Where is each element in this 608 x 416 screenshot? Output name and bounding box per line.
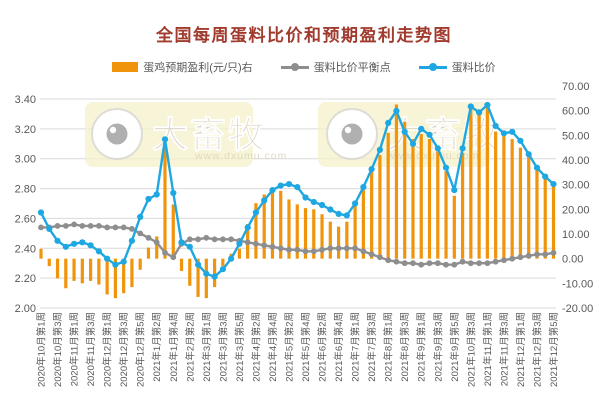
- svg-text:40.00: 40.00: [562, 155, 590, 167]
- svg-text:2021年1月第2周: 2021年1月第2周: [151, 312, 163, 382]
- svg-text:2021年4月第2周: 2021年4月第2周: [250, 312, 262, 382]
- svg-text:3.40: 3.40: [15, 94, 36, 106]
- svg-text:2021年12月第5周: 2021年12月第5周: [548, 312, 560, 387]
- svg-text:2020年12月第5周: 2020年12月第5周: [135, 312, 147, 387]
- svg-text:2.80: 2.80: [15, 184, 36, 196]
- svg-text:2021年3月第5周: 2021年3月第5周: [234, 312, 246, 382]
- svg-text:0.00: 0.00: [562, 254, 583, 266]
- svg-text:2021年12月第3周: 2021年12月第3周: [531, 312, 543, 387]
- svg-text:2021年10月第3周: 2021年10月第3周: [465, 312, 477, 387]
- svg-text:2.00: 2.00: [15, 303, 36, 315]
- svg-text:2021年7月第3周: 2021年7月第3周: [366, 312, 378, 382]
- svg-text:2021年3月第3周: 2021年3月第3周: [217, 312, 229, 382]
- svg-text:2021年9月第3周: 2021年9月第3周: [432, 312, 444, 382]
- chart-legend: 蛋鸡预期盈利(元/只)右 蛋料比价平衡点 蛋料比价: [0, 59, 608, 75]
- svg-text:大畜牧: 大畜牧: [152, 114, 266, 155]
- balance-line-series: [38, 221, 557, 268]
- svg-text:2.60: 2.60: [15, 213, 36, 225]
- svg-text:2020年12月第3周: 2020年12月第3周: [118, 312, 130, 387]
- svg-text:3.20: 3.20: [15, 124, 36, 136]
- y-axis-left-labels: 3.40 3.20 3.00 2.80 2.60 2.40 2.20 2.00: [15, 94, 36, 315]
- legend-label-balance: 蛋料比价平衡点: [313, 62, 391, 74]
- svg-text:2021年4月第4周: 2021年4月第4周: [267, 312, 279, 382]
- svg-text:2021年9月第1周: 2021年9月第1周: [416, 312, 428, 382]
- svg-text:2021年1月第4周: 2021年1月第4周: [168, 312, 180, 382]
- svg-text:2.40: 2.40: [15, 243, 36, 255]
- svg-text:2021年8月第1周: 2021年8月第1周: [383, 312, 395, 382]
- svg-text:2021年7月第1周: 2021年7月第1周: [350, 312, 362, 382]
- legend-label-profit: 蛋鸡预期盈利(元/只)右: [143, 62, 253, 74]
- svg-text:30.00: 30.00: [562, 180, 590, 192]
- svg-text:2021年11月第1周: 2021年11月第1周: [482, 312, 494, 386]
- svg-text:2020年11月第3周: 2020年11月第3周: [85, 312, 97, 386]
- svg-text:70.00: 70.00: [562, 81, 590, 93]
- svg-text:-10.00: -10.00: [562, 278, 593, 290]
- svg-text:2021年9月第5周: 2021年9月第5周: [449, 312, 461, 382]
- svg-text:2020年11月第1周: 2020年11月第1周: [69, 312, 81, 386]
- svg-text:2021年2月第2周: 2021年2月第2周: [184, 312, 196, 382]
- line-dot-swatch-icon: [280, 63, 309, 71]
- svg-text:www.dxumu.com: www.dxumu.com: [386, 150, 479, 162]
- chart-title: 全国每周蛋料比价和预期盈利走势图: [156, 26, 452, 45]
- svg-text:10.00: 10.00: [562, 229, 590, 241]
- line-dot-swatch-icon: [418, 63, 447, 71]
- svg-text:-20.00: -20.00: [562, 303, 593, 315]
- legend-item-balance: 蛋料比价平衡点: [280, 59, 391, 75]
- svg-text:2020年12月第1周: 2020年12月第1周: [102, 312, 114, 387]
- profit-bars-series: [39, 104, 556, 299]
- svg-text:2.20: 2.20: [15, 273, 36, 285]
- x-axis-labels: 2020年10月第1周 2020年10月第3周 2020年11月第1周 2020年11…: [36, 312, 561, 387]
- svg-text:2020年10月第1周: 2020年10月第1周: [36, 312, 48, 387]
- svg-text:2021年11月第3周: 2021年11月第3周: [498, 312, 510, 386]
- bar-swatch-icon: [112, 62, 139, 72]
- svg-text:2021年12月第1周: 2021年12月第1周: [515, 312, 527, 387]
- svg-text:50.00: 50.00: [562, 130, 590, 142]
- svg-text:2021年6月第2周: 2021年6月第2周: [317, 312, 329, 382]
- svg-text:2021年8月第3周: 2021年8月第3周: [399, 312, 411, 382]
- y-axis-right-labels: 70.00 60.00 50.00 40.00 30.00 20.00 10.00 0.00 -…: [562, 81, 593, 315]
- legend-item-profit: 蛋鸡预期盈利(元/只)右: [112, 59, 253, 75]
- svg-text:2021年5月第2周: 2021年5月第2周: [283, 312, 295, 382]
- svg-text:www.dxumu.com: www.dxumu.com: [194, 150, 287, 162]
- legend-item-ratio: 蛋料比价: [418, 59, 496, 75]
- svg-text:2021年5月第4周: 2021年5月第4周: [300, 312, 312, 382]
- svg-text:20.00: 20.00: [562, 204, 590, 216]
- svg-text:60.00: 60.00: [562, 106, 590, 118]
- ratio-line-series: [37, 101, 557, 280]
- legend-label-ratio: 蛋料比价: [451, 62, 496, 74]
- svg-text:2020年10月第3周: 2020年10月第3周: [52, 312, 64, 387]
- svg-text:3.00: 3.00: [15, 154, 36, 166]
- svg-text:2021年3月第1周: 2021年3月第1周: [201, 312, 213, 382]
- svg-text:2021年6月第4周: 2021年6月第4周: [333, 312, 345, 382]
